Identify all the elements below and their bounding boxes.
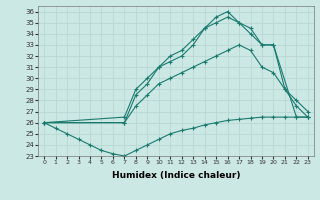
- X-axis label: Humidex (Indice chaleur): Humidex (Indice chaleur): [112, 171, 240, 180]
